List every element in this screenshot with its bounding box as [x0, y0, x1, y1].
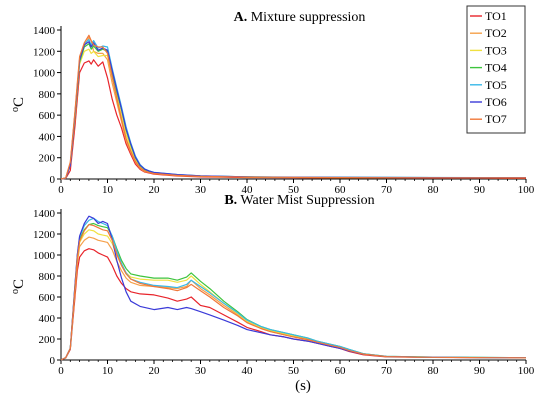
panel-b-water-mist-suppression: 0 200 400 600 800 1000 1200 1400 0 10 20 30 40 50 60 70…	[10, 193, 535, 377]
legend-label-to2: TO2	[485, 26, 507, 40]
legend-label-to7: TO7	[485, 112, 507, 126]
series-line-to4	[60, 43, 526, 180]
series-line-to6	[60, 215, 527, 361]
x-tick-label: 50	[288, 184, 300, 196]
x-tick-label: 60	[335, 184, 347, 196]
y-tick-label: 200	[39, 153, 56, 165]
legend-label-to5: TO5	[485, 78, 507, 92]
series-line-to5	[60, 217, 527, 361]
legend-label-to4: TO4	[485, 61, 507, 75]
series-line-to5	[60, 38, 526, 180]
x-axis-label: (s)	[295, 378, 311, 394]
x-tick-label: 30	[195, 184, 207, 196]
series-line-to6	[60, 41, 526, 180]
legend-label-to6: TO6	[485, 95, 507, 109]
y-tick-label: 1200	[33, 46, 56, 58]
x-tick-label: 90	[474, 184, 486, 196]
panel-a-mixture-suppression: 0 200 400 600 800 1000 1200 1400 0 10 20 30 40 50 60 70…	[10, 10, 535, 196]
x-tick-label: 90	[474, 365, 486, 377]
x-tick-label: 100	[518, 365, 535, 377]
legend: TO1 TO2 TO3 TO4 TO5 TO6 TO7	[466, 5, 526, 134]
x-tick-label: 0	[58, 184, 64, 196]
x-tick-label: 80	[428, 184, 440, 196]
y-tick-label: 1400	[33, 25, 56, 37]
series-line-to3	[60, 48, 526, 180]
series-line-to7	[60, 224, 527, 361]
x-tick-label: 30	[195, 365, 207, 377]
x-tick-label: 60	[335, 365, 347, 377]
chart-title: A. Mixture suppression	[234, 10, 366, 25]
y-tick-label: 400	[39, 313, 56, 325]
series-line-to7	[60, 34, 527, 180]
series-line-to1	[60, 248, 527, 361]
x-tick-label: 70	[381, 365, 393, 377]
x-tick-label: 10	[102, 184, 114, 196]
y-tick-label: 600	[39, 110, 56, 122]
x-tick-label: 40	[242, 184, 254, 196]
series-line-to1	[60, 59, 527, 180]
x-tick-label: 100	[518, 184, 535, 196]
y-axis-label: oC	[10, 97, 27, 112]
y-tick-label: 0	[50, 355, 56, 367]
x-tick-label: 10	[102, 365, 114, 377]
legend-box	[466, 5, 526, 134]
x-tick-label: 80	[428, 365, 440, 377]
x-tick-label: 70	[381, 184, 393, 196]
legend-label-to1: TO1	[485, 9, 507, 23]
y-tick-label: 800	[39, 271, 56, 283]
series-line-to3	[60, 229, 527, 361]
chart-title: B. Water Mist Suppression	[224, 193, 374, 208]
y-tick-label: 0	[50, 174, 56, 186]
x-tick-label: 50	[288, 365, 300, 377]
y-tick-label: 1400	[33, 208, 56, 220]
y-tick-label: 600	[39, 292, 56, 304]
y-tick-label: 800	[39, 89, 56, 101]
x-tick-label: 20	[149, 365, 161, 377]
y-axis-label: oC	[10, 279, 27, 294]
x-tick-label: 20	[149, 184, 161, 196]
y-tick-label: 1000	[33, 68, 56, 80]
series-line-to2	[60, 236, 527, 361]
y-tick-label: 200	[39, 334, 56, 346]
legend-label-to3: TO3	[485, 43, 507, 57]
series-line-to2	[60, 36, 526, 180]
x-tick-label: 0	[58, 365, 64, 377]
x-tick-label: 40	[242, 365, 254, 377]
y-tick-label: 1200	[33, 229, 56, 241]
y-tick-label: 1000	[33, 250, 56, 262]
y-tick-label: 400	[39, 131, 56, 143]
